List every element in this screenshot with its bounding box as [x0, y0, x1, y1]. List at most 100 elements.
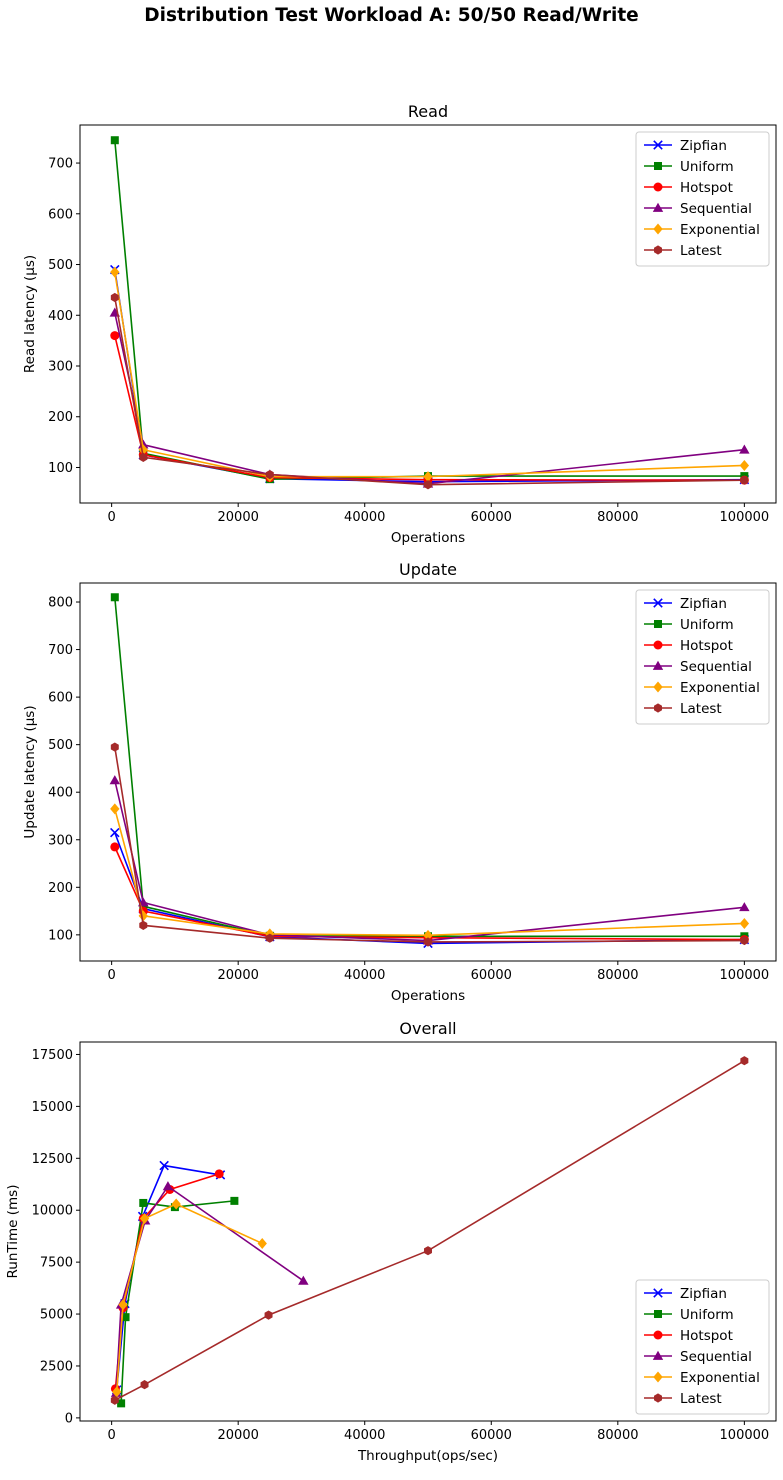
- data-point-latest: [424, 937, 432, 947]
- y-axis-label: Update latency (µs): [22, 705, 38, 838]
- chart-title: Read: [408, 102, 448, 121]
- chart-overall: Overall 0 20000 40000 60000 80000 100000 0 2500 5…: [5, 1019, 777, 1464]
- data-point-exponential: [423, 471, 433, 483]
- data-point-zipfian: [159, 1160, 169, 1171]
- legend-marker: [652, 1350, 664, 1360]
- x-tick-label: 60000: [471, 510, 512, 525]
- legend-marker: [654, 620, 662, 628]
- legend-marker: [653, 681, 663, 693]
- legend-marker: [653, 1371, 663, 1383]
- data-point-uniform: [110, 136, 119, 145]
- data-point-sequential: [739, 444, 750, 454]
- y-tick-label: 200: [48, 881, 73, 896]
- legend-entry-hotspot: Hotspot: [644, 638, 733, 654]
- data-point-latest: [265, 469, 274, 480]
- data-point-exponential: [257, 1237, 267, 1249]
- legend-marker: [654, 162, 662, 170]
- legend-label: Zipfian: [680, 596, 727, 612]
- y-tick-label: 200: [48, 410, 73, 425]
- series-line-exponential: [114, 808, 745, 937]
- legend-label: Latest: [680, 1391, 722, 1407]
- series-line-exponential: [114, 272, 745, 478]
- data-point-uniform: [110, 593, 119, 602]
- legend-label: Exponential: [680, 680, 760, 696]
- x-tick-label: 20000: [218, 1428, 259, 1443]
- data-point-uniform: [230, 1196, 239, 1205]
- legend-entry-exponential: Exponential: [644, 1370, 760, 1386]
- legend-entry-exponential: Exponential: [644, 222, 760, 238]
- y-tick-label: 500: [48, 738, 73, 753]
- x-tick-label: 0: [107, 968, 115, 983]
- data-point-latest: [139, 452, 148, 462]
- x-axis-label: Operations: [391, 988, 465, 1004]
- y-tick-label: 500: [48, 258, 73, 273]
- legend-entry-sequential: Sequential: [644, 1349, 752, 1365]
- x-tick-label: 40000: [344, 1428, 385, 1443]
- data-point-exponential: [110, 266, 120, 278]
- data-point-latest: [110, 1395, 119, 1405]
- x-tick-label: 0: [107, 1428, 115, 1443]
- legend-label: Sequential: [680, 659, 752, 675]
- legend-marker: [654, 245, 662, 255]
- x-tick-label: 100000: [720, 968, 770, 983]
- legend-label: Latest: [680, 243, 722, 259]
- series-line-sequential: [114, 780, 745, 942]
- x-tick-label: 80000: [597, 968, 638, 983]
- legend-label: Latest: [680, 701, 722, 717]
- plot-frame: [79, 1041, 777, 1422]
- series-line-sequential: [114, 312, 745, 485]
- x-axis-label: Throughput(ops/sec): [357, 1448, 498, 1464]
- data-point-sequential: [298, 1275, 309, 1285]
- y-tick-label: 400: [48, 309, 73, 324]
- data-point-sequential: [162, 1181, 174, 1191]
- x-tick-label: 60000: [471, 968, 512, 983]
- y-tick-label: 15000: [32, 1100, 73, 1115]
- legend-entry-latest: Latest: [644, 243, 722, 259]
- legend-marker: [653, 598, 663, 608]
- x-tick-label: 40000: [344, 510, 385, 525]
- legend-marker: [654, 1310, 662, 1318]
- y-tick-label: 0: [65, 1411, 73, 1426]
- series-line-hotspot: [114, 335, 745, 481]
- chart-title: Overall: [399, 1019, 456, 1038]
- y-tick-label: 600: [48, 207, 73, 222]
- y-tick-label: 700: [48, 643, 73, 658]
- legend-label: Uniform: [680, 1307, 734, 1323]
- data-point-uniform: [117, 1399, 126, 1408]
- y-tick-label: 100: [48, 461, 73, 476]
- data-point-hotspot: [110, 331, 120, 341]
- legend-label: Zipfian: [680, 1286, 727, 1302]
- data-point-latest: [265, 933, 274, 943]
- legend-marker: [652, 202, 664, 212]
- data-point-exponential: [423, 929, 433, 941]
- legend-marker: [653, 140, 663, 150]
- legend: Zipfian Uniform Hotspot Sequential Exponenti…: [635, 589, 770, 725]
- legend-label: Hotspot: [680, 180, 733, 196]
- legend-entry-zipfian: Zipfian: [644, 596, 727, 612]
- legend-label: Uniform: [680, 159, 734, 175]
- figure-title: Distribution Test Workload A: 50/50 Read…: [144, 5, 639, 26]
- x-tick-label: 100000: [720, 1428, 770, 1443]
- y-tick-label: 5000: [40, 1308, 73, 1323]
- x-tick-label: 80000: [597, 1428, 638, 1443]
- legend-marker: [654, 1393, 662, 1403]
- y-tick-label: 2500: [40, 1359, 73, 1374]
- series-line-zipfian: [114, 269, 745, 483]
- data-point-latest: [110, 742, 119, 752]
- data-point-latest: [264, 1310, 273, 1320]
- data-point-uniform: [121, 1313, 130, 1322]
- data-point-latest: [424, 480, 432, 490]
- legend-entry-sequential: Sequential: [644, 659, 752, 675]
- data-point-exponential: [139, 1213, 150, 1225]
- chart-read: Read 0 20000 40000 60000 80000 100000 100 200 300…: [22, 102, 777, 546]
- legend-entry-latest: Latest: [644, 1391, 722, 1407]
- data-point-exponential: [171, 1198, 181, 1210]
- series-line-uniform: [120, 1200, 235, 1404]
- plot-frame: [79, 124, 777, 504]
- data-point-uniform: [139, 1198, 148, 1207]
- plot-area: [110, 1056, 749, 1408]
- legend-marker: [652, 660, 664, 670]
- legend-entry-latest: Latest: [644, 701, 722, 717]
- legend-label: Sequential: [680, 201, 752, 217]
- data-point-latest: [424, 1246, 432, 1256]
